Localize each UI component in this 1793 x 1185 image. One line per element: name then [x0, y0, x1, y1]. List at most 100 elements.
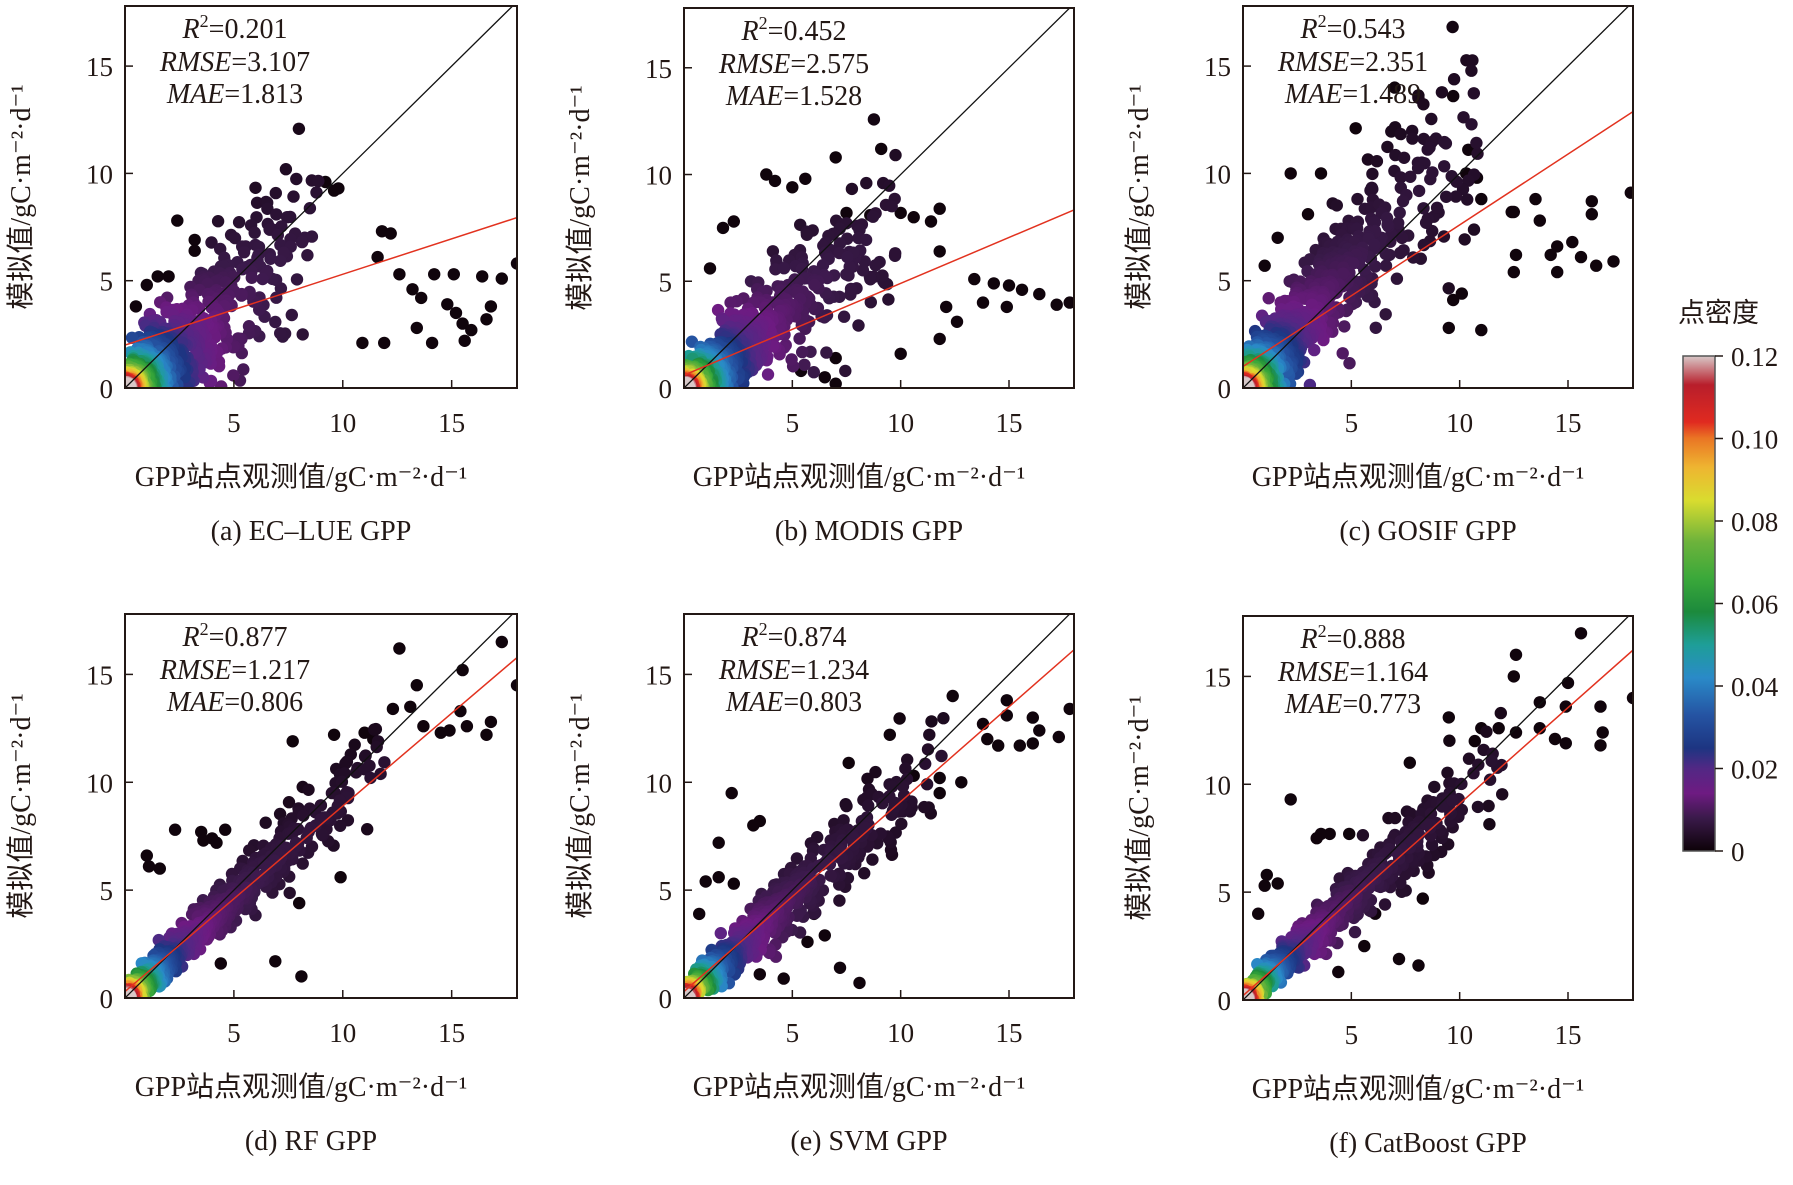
scatter-point: [684, 381, 695, 388]
one-to-one-line: [125, 614, 514, 998]
scatter-point: [371, 250, 384, 264]
scatter-point: [348, 738, 361, 751]
scatter-point: [285, 308, 298, 322]
scatter-point: [510, 679, 517, 692]
scatter-point: [800, 228, 814, 241]
colorbar-tick-label: 0.12: [1731, 342, 1778, 372]
scatter-point: [1419, 817, 1433, 831]
scatter-point: [1585, 195, 1599, 208]
scatter-point: [869, 259, 882, 272]
scatter-point: [386, 702, 400, 716]
scatter-point: [1480, 725, 1493, 738]
scatter-point: [242, 320, 256, 333]
scatter-point: [1447, 89, 1460, 103]
scatter-point: [1594, 700, 1607, 713]
y-tick-label: 0: [100, 984, 114, 1014]
scatter-point: [293, 896, 306, 910]
scatter-point: [919, 757, 932, 770]
scatter-point: [933, 245, 946, 258]
scatter-point: [393, 642, 406, 655]
scatter-point: [271, 228, 284, 242]
scatter-points: [1243, 20, 1633, 388]
scatter-point: [458, 334, 471, 347]
scatter-point: [799, 172, 812, 185]
scatter-point: [795, 262, 809, 276]
scatter-point: [714, 927, 727, 940]
scatter-point: [151, 270, 164, 283]
scatter-point: [858, 255, 871, 268]
scatter-point: [768, 174, 782, 188]
scatter-point: [1441, 766, 1454, 779]
y-tick-label: 15: [86, 660, 113, 690]
scatter-point: [712, 836, 725, 849]
scatter-point: [894, 347, 907, 360]
scatter-point: [820, 346, 833, 359]
scatter-point: [1494, 706, 1508, 720]
scatter-point: [261, 202, 274, 215]
scatter-point: [1442, 321, 1456, 335]
scatter-point: [171, 214, 184, 227]
scatter-point: [1390, 272, 1404, 285]
scatter-point: [378, 336, 391, 350]
scatter-point: [1378, 898, 1392, 911]
scatter-point: [1336, 347, 1349, 360]
x-tick-label: 15: [996, 1018, 1023, 1048]
scatter-point: [837, 814, 850, 827]
scatter-point: [753, 968, 766, 981]
scatter-point: [358, 750, 372, 763]
panel-caption: (c) GOSIF GPP: [1339, 516, 1516, 547]
scatter-point: [1561, 676, 1575, 690]
scatter-point: [1015, 283, 1029, 296]
y-axis-label: 模拟值/gC·m⁻²·d⁻¹: [5, 84, 37, 309]
x-axis-label: GPP站点观测值/gC·m⁻²·d⁻¹: [1252, 461, 1585, 493]
scatter-point: [140, 278, 153, 292]
scatter-point: [790, 852, 804, 865]
scatter-point: [1509, 726, 1523, 739]
scatter-point: [1013, 739, 1026, 752]
scatter-point: [808, 278, 821, 292]
plot-frame: [1242, 5, 1634, 389]
scatter-point: [1509, 248, 1523, 262]
scatter-point: [1262, 292, 1275, 305]
scatter-point: [777, 972, 790, 985]
scatter-point: [1356, 829, 1370, 842]
scatter-point: [1466, 54, 1479, 67]
scatter-point: [1468, 734, 1482, 748]
y-axis-label: 模拟值/gC·m⁻²·d⁻¹: [5, 693, 37, 918]
scatter-point: [875, 142, 888, 156]
scatter-point: [1417, 98, 1430, 111]
scatter-point: [801, 935, 814, 949]
scatter-point: [1455, 287, 1469, 300]
scatter-point: [232, 216, 246, 229]
scatter-point: [363, 759, 376, 772]
x-tick-label: 15: [1555, 408, 1582, 438]
scatter-point: [162, 270, 175, 283]
scatter-point: [935, 749, 948, 763]
scatter-point: [339, 757, 352, 770]
scatter-point: [1000, 709, 1013, 722]
y-tick-label: 10: [86, 159, 113, 189]
scatter-point: [428, 268, 441, 281]
scatter-point: [1392, 952, 1406, 966]
x-tick-label: 10: [329, 1018, 356, 1048]
scatter-point: [829, 377, 842, 388]
scatter-point: [798, 358, 811, 371]
scatter-point: [727, 215, 740, 228]
scatter-point: [1461, 193, 1474, 206]
scatter-point: [885, 200, 898, 213]
y-tick-label: 5: [100, 876, 114, 906]
x-tick-label: 10: [1446, 1020, 1473, 1050]
scatter-point: [1343, 827, 1356, 841]
scatter-point: [302, 783, 315, 796]
x-tick-label: 5: [786, 1018, 800, 1048]
r2-value: R2=0.877: [182, 619, 288, 653]
y-tick-label: 0: [1218, 374, 1232, 404]
scatter-point: [1465, 118, 1478, 131]
scatter-point: [1467, 767, 1480, 780]
mae-value: MAE=1.528: [725, 81, 862, 112]
mae-value: MAE=1.489: [1284, 79, 1421, 110]
scatter-point: [227, 369, 240, 382]
panel-caption: (d) RF GPP: [245, 1126, 377, 1157]
